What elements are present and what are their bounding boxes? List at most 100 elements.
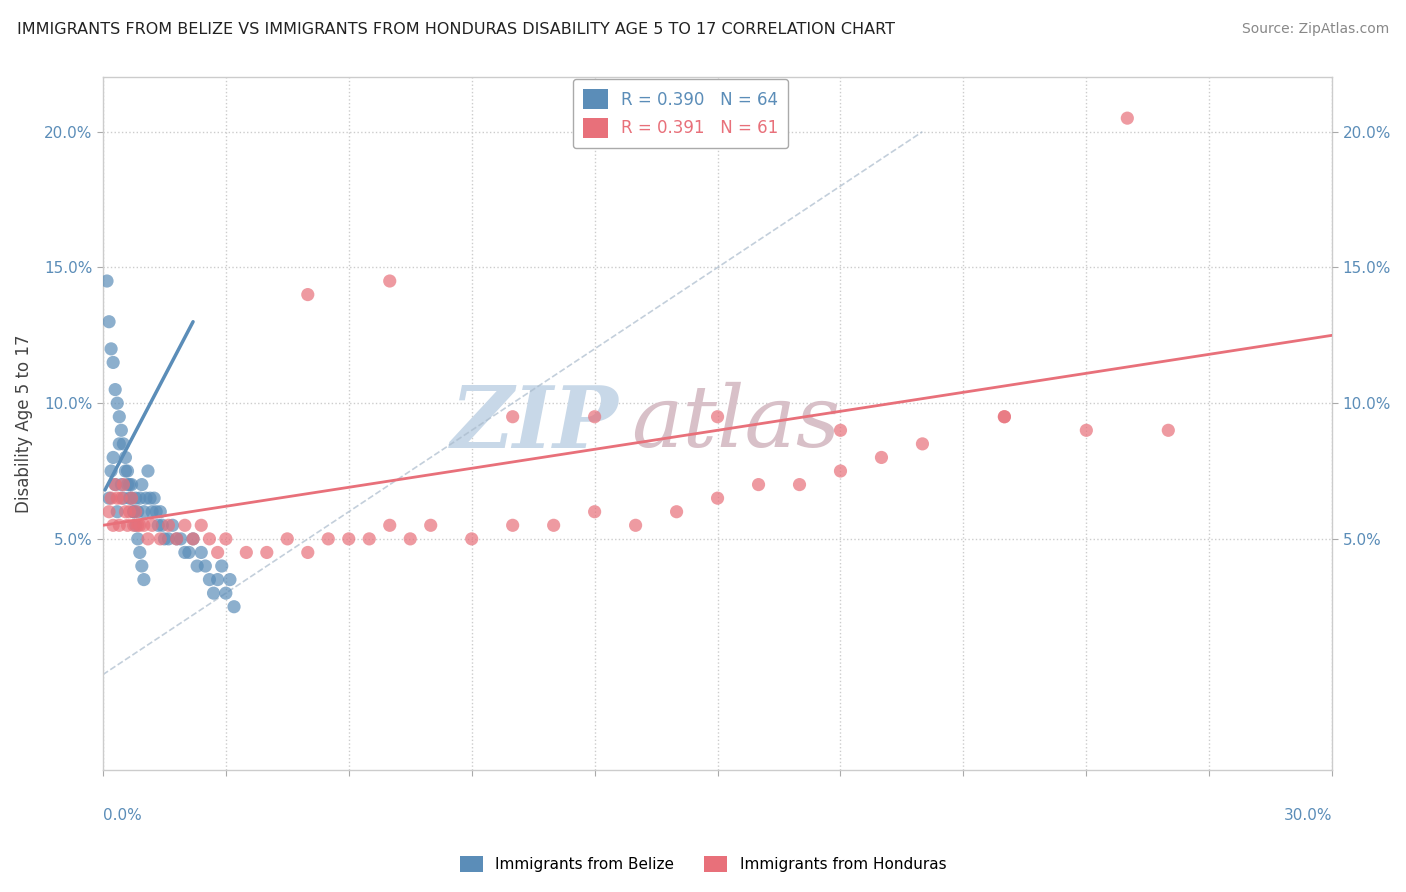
Point xyxy=(105,505,128,519)
Point xyxy=(789,477,811,491)
Point xyxy=(121,491,143,505)
Point xyxy=(108,409,131,424)
Point xyxy=(166,532,188,546)
Point xyxy=(173,518,195,533)
Point xyxy=(543,518,565,533)
Point xyxy=(122,518,145,533)
Point xyxy=(211,559,233,574)
Point xyxy=(127,505,149,519)
Point xyxy=(112,491,135,505)
Point xyxy=(141,518,163,533)
Point xyxy=(118,477,141,491)
Point xyxy=(419,518,441,533)
Point xyxy=(219,573,242,587)
Point xyxy=(235,545,257,559)
Point xyxy=(98,491,121,505)
Point xyxy=(153,532,176,546)
Point xyxy=(131,477,153,491)
Point xyxy=(112,477,135,491)
Point xyxy=(122,505,145,519)
Point xyxy=(186,559,208,574)
Point xyxy=(143,491,166,505)
Point xyxy=(125,505,148,519)
Point xyxy=(117,464,139,478)
Point xyxy=(121,491,143,505)
Point xyxy=(132,518,155,533)
Point xyxy=(870,450,893,465)
Point xyxy=(105,396,128,410)
Point xyxy=(141,505,163,519)
Point xyxy=(993,409,1015,424)
Point xyxy=(1116,111,1139,125)
Point xyxy=(198,532,221,546)
Point xyxy=(104,383,127,397)
Point xyxy=(665,505,688,519)
Point xyxy=(706,409,728,424)
Point xyxy=(101,355,124,369)
Point xyxy=(117,477,139,491)
Text: Source: ZipAtlas.com: Source: ZipAtlas.com xyxy=(1241,22,1389,37)
Point xyxy=(108,437,131,451)
Point xyxy=(276,532,298,546)
Point xyxy=(460,532,482,546)
Point xyxy=(215,586,238,600)
Point xyxy=(110,477,132,491)
Point xyxy=(316,532,339,546)
Point xyxy=(150,518,173,533)
Point xyxy=(378,274,401,288)
Point xyxy=(202,586,225,600)
Point xyxy=(148,518,170,533)
Text: atlas: atlas xyxy=(631,382,841,465)
Point xyxy=(125,491,148,505)
Point xyxy=(128,545,150,559)
Point xyxy=(911,437,934,451)
Point xyxy=(173,545,195,559)
Point xyxy=(101,450,124,465)
Point xyxy=(162,518,184,533)
Point xyxy=(98,505,121,519)
Point xyxy=(190,518,212,533)
Legend: Immigrants from Belize, Immigrants from Honduras: Immigrants from Belize, Immigrants from … xyxy=(453,848,953,880)
Text: 0.0%: 0.0% xyxy=(103,808,142,823)
Point xyxy=(128,491,150,505)
Point xyxy=(104,477,127,491)
Point xyxy=(583,505,606,519)
Point xyxy=(96,274,118,288)
Point xyxy=(1076,423,1098,437)
Point xyxy=(830,423,852,437)
Text: 30.0%: 30.0% xyxy=(1284,808,1333,823)
Point xyxy=(181,532,204,546)
Point xyxy=(149,532,172,546)
Y-axis label: Disability Age 5 to 17: Disability Age 5 to 17 xyxy=(15,334,32,513)
Point xyxy=(170,532,193,546)
Point xyxy=(108,518,131,533)
Point xyxy=(98,315,121,329)
Point xyxy=(114,464,136,478)
Point xyxy=(131,559,153,574)
Point xyxy=(157,532,180,546)
Point xyxy=(112,437,135,451)
Point xyxy=(104,477,127,491)
Point xyxy=(297,287,319,301)
Point xyxy=(399,532,422,546)
Point xyxy=(139,491,162,505)
Point xyxy=(706,491,728,505)
Point xyxy=(132,505,155,519)
Point xyxy=(127,532,149,546)
Point xyxy=(100,342,122,356)
Point xyxy=(194,559,217,574)
Text: IMMIGRANTS FROM BELIZE VS IMMIGRANTS FROM HONDURAS DISABILITY AGE 5 TO 17 CORREL: IMMIGRANTS FROM BELIZE VS IMMIGRANTS FRO… xyxy=(17,22,894,37)
Point xyxy=(166,532,188,546)
Point xyxy=(135,491,157,505)
Point xyxy=(215,532,238,546)
Point xyxy=(118,505,141,519)
Point xyxy=(136,464,159,478)
Text: ZIP: ZIP xyxy=(451,382,619,466)
Point xyxy=(100,491,122,505)
Point xyxy=(125,518,148,533)
Point xyxy=(114,450,136,465)
Point xyxy=(256,545,278,559)
Point xyxy=(149,505,172,519)
Point xyxy=(993,409,1015,424)
Point xyxy=(624,518,647,533)
